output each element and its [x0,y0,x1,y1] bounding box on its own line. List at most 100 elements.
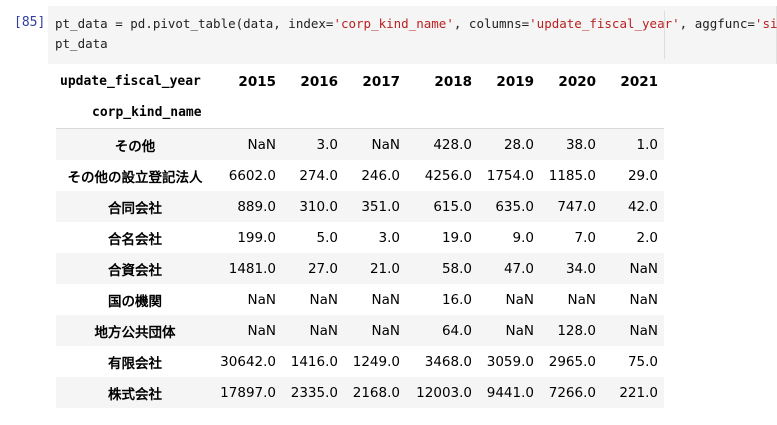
table-cell: NaN [505,291,534,308]
code-string: 'corp_kind_name' [333,16,454,31]
table-cell: NaN [247,136,276,153]
table-cell: 3.0 [378,229,400,246]
code-line-1: pt_data = pd.pivot_table(data, index='co… [55,15,777,33]
code-line-2: pt_data [55,36,108,51]
table-cell: 428.0 [433,136,472,153]
ruler-line [664,11,665,59]
code-text: , columns= [453,16,530,31]
table-cell: 221.0 [619,384,658,401]
table-cell: 21.0 [369,260,400,277]
table-cell: 12003.0 [416,384,472,401]
table-cell: NaN [629,322,658,339]
row-label: 合名会社 [108,231,162,248]
table-cell: 1416.0 [290,353,338,370]
table-cell: 38.0 [565,136,596,153]
index-name-row: corp_kind_name [56,97,664,129]
table-cell: NaN [247,291,276,308]
table-cell: 3.0 [316,136,338,153]
row-label: 株式会社 [108,386,162,403]
table-row: 地方公共団体 NaN NaN NaN 64.0 NaN 128.0 NaN [56,315,664,346]
table-cell: 64.0 [441,322,472,339]
table-cell: 42.0 [627,198,658,215]
code-editor[interactable]: pt_data = pd.pivot_table(data, index='co… [48,6,777,64]
table-cell: 246.0 [361,167,400,184]
table-cell: 1.0 [636,136,658,153]
column-header: 2021 [620,73,658,90]
column-header: 2017 [362,73,400,90]
table-cell: NaN [567,291,596,308]
table-cell: NaN [629,291,658,308]
table-cell: 58.0 [441,260,472,277]
row-label: 合資会社 [108,262,162,279]
table-cell: 2168.0 [352,384,400,401]
table-cell: 5.0 [316,229,338,246]
table-row: 国の機関 NaN NaN NaN 16.0 NaN NaN NaN [56,284,664,315]
table-cell: NaN [309,291,338,308]
table-cell: 128.0 [557,322,596,339]
table-cell: 747.0 [557,198,596,215]
table-cell: 16.0 [441,291,472,308]
code-cell[interactable]: [85] pt_data = pd.pivot_table(data, inde… [0,6,777,64]
table-cell: 30642.0 [220,353,276,370]
row-label: 地方公共団体 [94,324,176,341]
code-string: 'size' [754,16,777,31]
table-cell: NaN [629,260,658,277]
table-row: 株式会社 17897.0 2335.0 2168.0 12003.0 9441.0 7266… [56,377,664,408]
code-string: 'update_fiscal_year' [529,16,680,31]
table-cell: 29.0 [627,167,658,184]
table-cell: 1185.0 [548,167,596,184]
code-text: pt_data = pd.pivot_table(data, index= [55,16,334,31]
table-cell: 2965.0 [548,353,596,370]
table-cell: 19.0 [441,229,472,246]
table-cell: 1481.0 [228,260,276,277]
table-cell: 2.0 [636,229,658,246]
table-body: その他 NaN 3.0 NaN 428.0 28.0 38.0 1.0 その他の設立登記法人 66… [56,128,664,408]
table-cell: 17897.0 [220,384,276,401]
table-cell: NaN [247,322,276,339]
table-cell: 2335.0 [290,384,338,401]
column-header: 2016 [300,73,338,90]
table-cell: 27.0 [307,260,338,277]
code-text: , aggfunc= [679,16,755,31]
table-row: その他 NaN 3.0 NaN 428.0 28.0 38.0 1.0 [56,128,664,160]
table-row: 有限会社 30642.0 1416.0 1249.0 3468.0 3059.0 2965.… [56,346,664,377]
table-cell: 351.0 [361,198,400,215]
table-cell: 635.0 [495,198,534,215]
table-cell: NaN [505,322,534,339]
table-cell: 47.0 [503,260,534,277]
table-cell: 9.0 [512,229,534,246]
table-cell: 615.0 [433,198,472,215]
table-cell: NaN [371,322,400,339]
column-header: 2018 [434,73,472,90]
table-cell: 9441.0 [486,384,534,401]
row-label: 有限会社 [108,355,162,372]
column-header: 2015 [238,73,276,90]
cell-output: update_fiscal_year 2015 2016 2017 2018 2… [56,66,664,408]
table-cell: NaN [309,322,338,339]
table-cell: 7.0 [574,229,596,246]
table-cell: 889.0 [237,198,276,215]
table-cell: 7266.0 [548,384,596,401]
dataframe-table: update_fiscal_year 2015 2016 2017 2018 2… [56,66,664,408]
table-cell: 3059.0 [486,353,534,370]
table-cell: 274.0 [299,167,338,184]
column-header: 2020 [558,73,596,90]
table-cell: 3468.0 [424,353,472,370]
header-row: update_fiscal_year 2015 2016 2017 2018 2… [56,66,664,97]
execution-count: [85] [14,15,46,30]
table-cell: 6602.0 [228,167,276,184]
row-label: その他 [114,138,156,155]
table-cell: 1249.0 [352,353,400,370]
table-cell: 1754.0 [486,167,534,184]
table-cell: 310.0 [299,198,338,215]
table-cell: 28.0 [503,136,534,153]
table-row: 合同会社 889.0 310.0 351.0 615.0 635.0 747.0 42.0 [56,191,664,222]
table-cell: 75.0 [627,353,658,370]
row-label: その他の設立登記法人 [67,169,203,186]
row-label: 合同会社 [108,200,162,217]
table-cell: 199.0 [237,229,276,246]
table-cell: 4256.0 [424,167,472,184]
table-row: 合資会社 1481.0 27.0 21.0 58.0 47.0 34.0 NaN [56,253,664,284]
index-name: corp_kind_name [56,97,214,129]
table-row: 合名会社 199.0 5.0 3.0 19.0 9.0 7.0 2.0 [56,222,664,253]
